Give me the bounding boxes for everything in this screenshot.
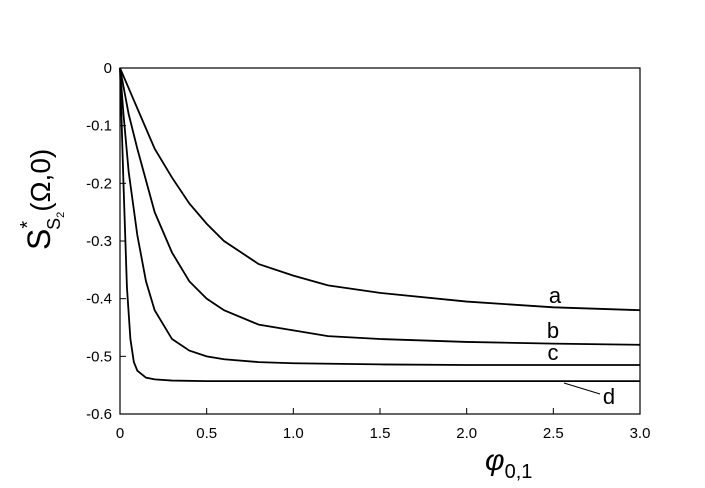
y-label-sup: *	[17, 221, 39, 229]
y-label-sub: S	[44, 218, 64, 230]
x-tick-label: 1.0	[283, 425, 304, 442]
y-label-rest: (Ω,0)	[25, 149, 56, 212]
curve	[119, 67, 641, 346]
plot-frame	[119, 67, 641, 415]
x-axis-label: φ0,1	[485, 444, 532, 483]
y-tick-label: -0.1	[86, 118, 112, 135]
x-label-sub: 0,1	[505, 461, 533, 483]
curve	[119, 67, 641, 312]
y-tick-label: -0.3	[86, 233, 112, 250]
x-tick-label: 0.5	[196, 425, 217, 442]
curve-label: a	[549, 283, 562, 308]
curve	[119, 67, 640, 366]
y-tick-label: -0.5	[86, 348, 112, 365]
y-axis-label: S* S2(Ω,0)	[17, 149, 67, 250]
x-label-base: φ	[485, 444, 505, 477]
y-label-base: S	[21, 229, 57, 250]
x-tick-label: 1.5	[370, 425, 391, 442]
y-tick-label: -0.4	[86, 291, 112, 308]
y-tick-label: -0.6	[86, 406, 112, 423]
curve-label: b	[547, 318, 559, 343]
y-label-subsub: 2	[55, 212, 67, 218]
x-tick-label: 0	[116, 425, 124, 442]
curve-label: d	[603, 384, 615, 409]
curve-label: c	[548, 340, 559, 365]
x-tick-label: 2.5	[543, 425, 564, 442]
y-tick-label: 0	[104, 60, 112, 77]
y-axis-label-group: S* S2(Ω,0)	[17, 149, 67, 250]
x-tick-label: 2.0	[456, 425, 477, 442]
leader-line	[563, 382, 601, 395]
x-tick-label: 3.0	[630, 425, 651, 442]
curve	[119, 67, 640, 383]
y-tick-label: -0.2	[86, 175, 112, 192]
